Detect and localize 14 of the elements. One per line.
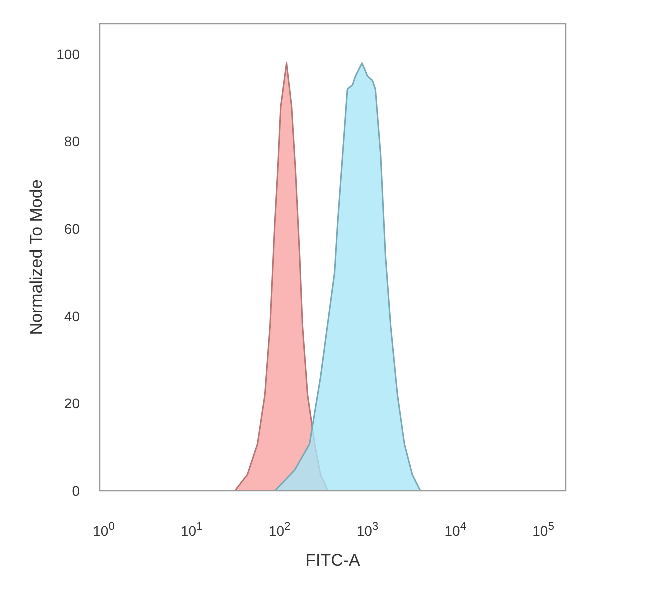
x-tick-label: 10$^{0}$ bbox=[93, 521, 115, 539]
x-tick-label: 10$^{1}$ bbox=[181, 521, 203, 539]
x-axis-title: FITC-A bbox=[306, 551, 362, 570]
y-axis-title: Normalized To Mode bbox=[27, 180, 46, 336]
x-tick-label: 10$^{5}$ bbox=[532, 521, 554, 539]
y-tick-label: 0 bbox=[72, 482, 80, 499]
y-tick-label: 40 bbox=[64, 308, 80, 324]
x-tick-label: 10$^{4}$ bbox=[444, 521, 467, 539]
y-tick-label: 100 bbox=[56, 46, 80, 62]
y-tick-label: 60 bbox=[64, 221, 80, 238]
x-tick-label: 10$^{2}$ bbox=[268, 521, 291, 539]
x-tick-label: 10$^{3}$ bbox=[356, 521, 379, 539]
y-tick-label: 20 bbox=[64, 396, 80, 412]
y-tick-label: 80 bbox=[64, 134, 80, 150]
